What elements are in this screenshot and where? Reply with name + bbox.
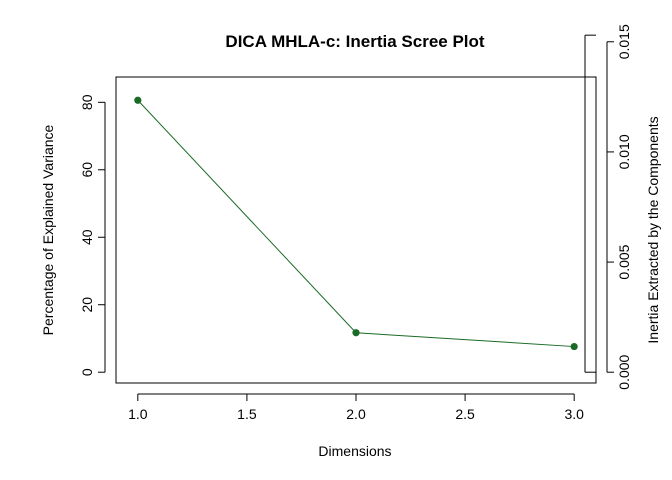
x-tick-label: 2.0 <box>346 406 366 422</box>
secondary-y-tick-label: 0.000 <box>616 354 632 389</box>
data-point <box>570 342 578 351</box>
data-point <box>134 96 142 104</box>
y-tick-label: 20 <box>79 297 95 313</box>
data-point <box>352 329 360 337</box>
x-tick-label: 1.0 <box>128 406 148 422</box>
y-axis-label: Percentage of Explained Variance <box>40 124 56 335</box>
secondary-y-tick-label: 0.005 <box>616 244 632 279</box>
x-axis-label: Dimensions <box>318 443 391 459</box>
series-line <box>137 99 575 348</box>
x-tick-label: 3.0 <box>564 406 584 422</box>
chart-title: DICA MHLA-c: Inertia Scree Plot <box>225 32 484 51</box>
x-tick-label: 1.5 <box>237 406 257 422</box>
y-tick-label: 0 <box>79 368 95 376</box>
y-tick-label: 60 <box>79 162 95 178</box>
y-tick-label: 80 <box>79 94 95 110</box>
plot-frame <box>115 76 597 384</box>
secondary-y-axis-label: Inertia Extracted by the Components <box>645 116 661 343</box>
secondary-y-tick-label: 0.015 <box>616 24 632 59</box>
secondary-y-axis: 0.000 0.005 0.010 0.015 <box>584 24 632 390</box>
y-axis: 0 20 40 60 80 <box>79 94 106 376</box>
x-axis: 1.0 1.5 2.0 2.5 3.0 <box>128 393 584 422</box>
secondary-y-tick-label: 0.010 <box>616 134 632 169</box>
y-tick-label: 40 <box>79 229 95 245</box>
x-tick-label: 2.5 <box>455 406 475 422</box>
series-layer <box>134 96 578 351</box>
